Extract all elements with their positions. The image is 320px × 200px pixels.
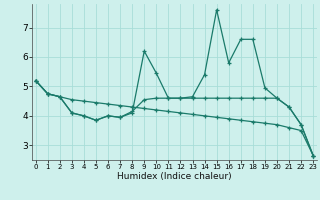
X-axis label: Humidex (Indice chaleur): Humidex (Indice chaleur) xyxy=(117,172,232,181)
